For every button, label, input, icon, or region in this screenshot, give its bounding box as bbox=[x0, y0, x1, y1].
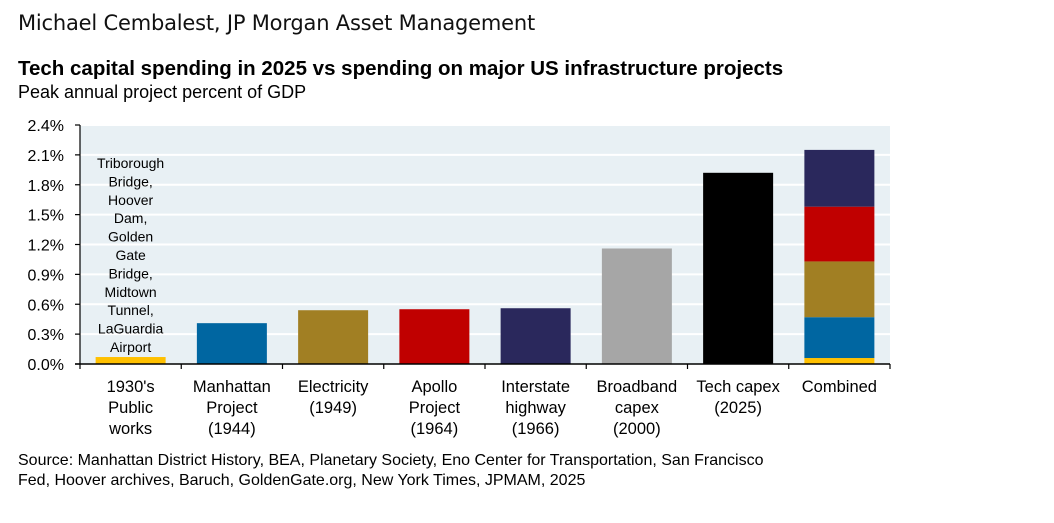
category-label: 1930's Public works bbox=[107, 378, 155, 438]
source-line-2: Fed, Hoover archives, Baruch, GoldenGate… bbox=[18, 472, 586, 489]
bar-segment bbox=[804, 149, 875, 207]
y-tick-label: 0.6% bbox=[28, 297, 64, 314]
bar bbox=[196, 323, 267, 364]
bar bbox=[703, 172, 774, 364]
y-tick-label: 2.4% bbox=[28, 118, 64, 135]
y-tick-label: 1.2% bbox=[28, 238, 64, 255]
bar-segment bbox=[804, 317, 875, 359]
category-label: Interstate highway (1966) bbox=[501, 378, 570, 438]
bar-segment bbox=[804, 261, 875, 318]
chart-subtitle: Peak annual project percent of GDP bbox=[18, 82, 307, 102]
category-label: Apollo Project (1964) bbox=[409, 378, 461, 438]
y-tick-label: 0.0% bbox=[28, 357, 64, 374]
y-tick-label: 0.9% bbox=[28, 267, 64, 284]
bar bbox=[95, 357, 166, 364]
category-label: Broadband capex (2000) bbox=[597, 378, 678, 438]
author-credit: Michael Cembalest, JP Morgan Asset Manag… bbox=[18, 11, 535, 35]
annotation-1930s-projects: Triborough Bridge, Hoover Dam, Golden Gate Bri… bbox=[97, 155, 164, 355]
bar bbox=[601, 248, 672, 364]
bar-segment bbox=[804, 358, 875, 364]
bar bbox=[298, 310, 369, 364]
category-label: Electricity (1949) bbox=[298, 378, 369, 417]
y-tick-label: 1.8% bbox=[28, 178, 64, 195]
y-tick-label: 0.3% bbox=[28, 327, 64, 344]
bar-segment bbox=[804, 206, 875, 262]
chart-title: Tech capital spending in 2025 vs spendin… bbox=[18, 57, 784, 80]
category-label: Tech capex (2025) bbox=[696, 378, 780, 417]
source-note: Source: Manhattan District History, BEA,… bbox=[18, 451, 898, 491]
category-label: Combined bbox=[802, 378, 877, 396]
category-label: Manhattan Project (1944) bbox=[193, 378, 271, 438]
y-tick-label: 1.5% bbox=[28, 208, 64, 225]
y-tick-label: 2.1% bbox=[28, 148, 64, 165]
source-line-1: Source: Manhattan District History, BEA,… bbox=[18, 452, 764, 469]
bar bbox=[500, 308, 571, 364]
bar bbox=[399, 309, 470, 364]
